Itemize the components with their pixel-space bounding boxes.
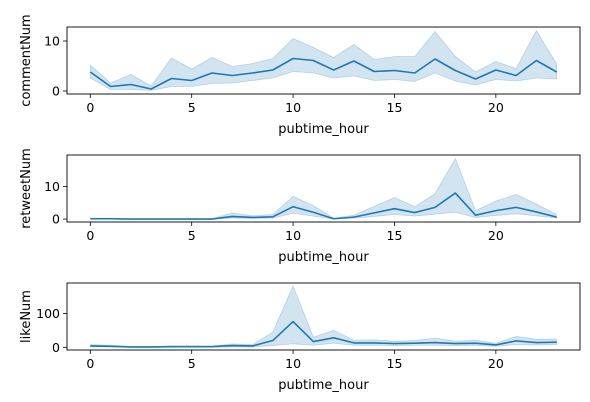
x-tick-label: 0 bbox=[86, 356, 94, 371]
x-tick-label: 5 bbox=[188, 100, 196, 115]
subplot-retweetNum: 0 5 10 15 20 0 10 pubtime_hour retweetNum bbox=[19, 148, 581, 265]
y-tick-label: 0 bbox=[52, 84, 60, 99]
x-tick-label: 15 bbox=[387, 356, 403, 371]
x-tick-label: 20 bbox=[488, 356, 504, 371]
x-axis-label: pubtime_hour bbox=[278, 378, 369, 393]
x-tick-label: 10 bbox=[285, 100, 301, 115]
x-tick-label: 0 bbox=[86, 100, 94, 115]
confidence-band bbox=[89, 157, 558, 220]
y-axis-label: likeNum bbox=[19, 290, 34, 343]
confidence-band bbox=[89, 29, 558, 91]
subplot-likeNum: 0 5 10 15 20 0 100 pubtime_hour likeNum bbox=[19, 282, 581, 393]
x-axis-label: pubtime_hour bbox=[278, 122, 369, 137]
x-tick-label: 0 bbox=[86, 228, 94, 243]
x-tick-label: 15 bbox=[387, 100, 403, 115]
y-tick-label: 0 bbox=[52, 212, 60, 227]
x-tick-label: 5 bbox=[188, 228, 196, 243]
mean-line bbox=[90, 320, 557, 348]
mean-line bbox=[89, 57, 558, 90]
axes-frame bbox=[66, 26, 581, 95]
x-tick-label: 15 bbox=[387, 228, 403, 243]
y-axis-label: commentNum bbox=[19, 14, 34, 106]
axes-frame bbox=[66, 154, 581, 223]
y-tick-label: 100 bbox=[36, 306, 60, 321]
x-tick-label: 5 bbox=[188, 356, 196, 371]
axes-frame bbox=[66, 282, 581, 351]
y-tick-label: 10 bbox=[44, 34, 60, 49]
y-tick-label: 10 bbox=[44, 179, 60, 194]
x-tick-label: 20 bbox=[488, 228, 504, 243]
x-tick-label: 10 bbox=[285, 228, 301, 243]
subplot-commentNum: 0 5 10 15 20 0 10 pubtime_hour commentNum bbox=[19, 14, 581, 137]
y-tick-label: 0 bbox=[52, 340, 60, 355]
mean-line bbox=[90, 192, 557, 220]
x-axis-label: pubtime_hour bbox=[278, 250, 369, 265]
x-tick-label: 20 bbox=[488, 100, 504, 115]
y-axis-label: retweetNum bbox=[19, 148, 34, 229]
x-tick-label: 10 bbox=[285, 356, 301, 371]
confidence-band bbox=[89, 285, 558, 348]
